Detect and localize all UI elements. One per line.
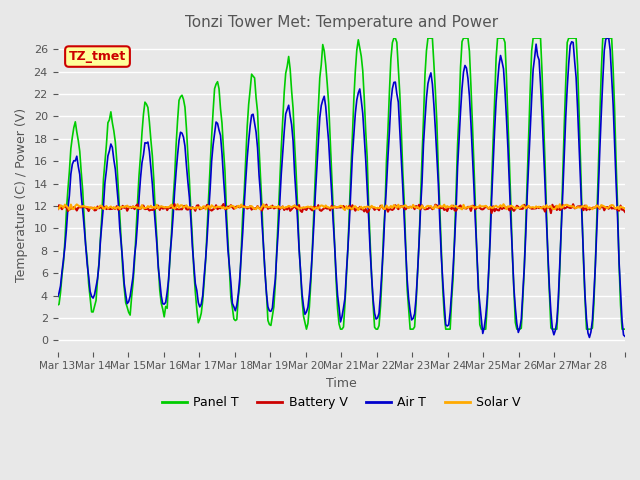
- Text: TZ_tmet: TZ_tmet: [69, 50, 126, 63]
- Title: Tonzi Tower Met: Temperature and Power: Tonzi Tower Met: Temperature and Power: [185, 15, 498, 30]
- Y-axis label: Temperature (C) / Power (V): Temperature (C) / Power (V): [15, 108, 28, 282]
- X-axis label: Time: Time: [326, 377, 356, 390]
- Legend: Panel T, Battery V, Air T, Solar V: Panel T, Battery V, Air T, Solar V: [157, 391, 526, 414]
